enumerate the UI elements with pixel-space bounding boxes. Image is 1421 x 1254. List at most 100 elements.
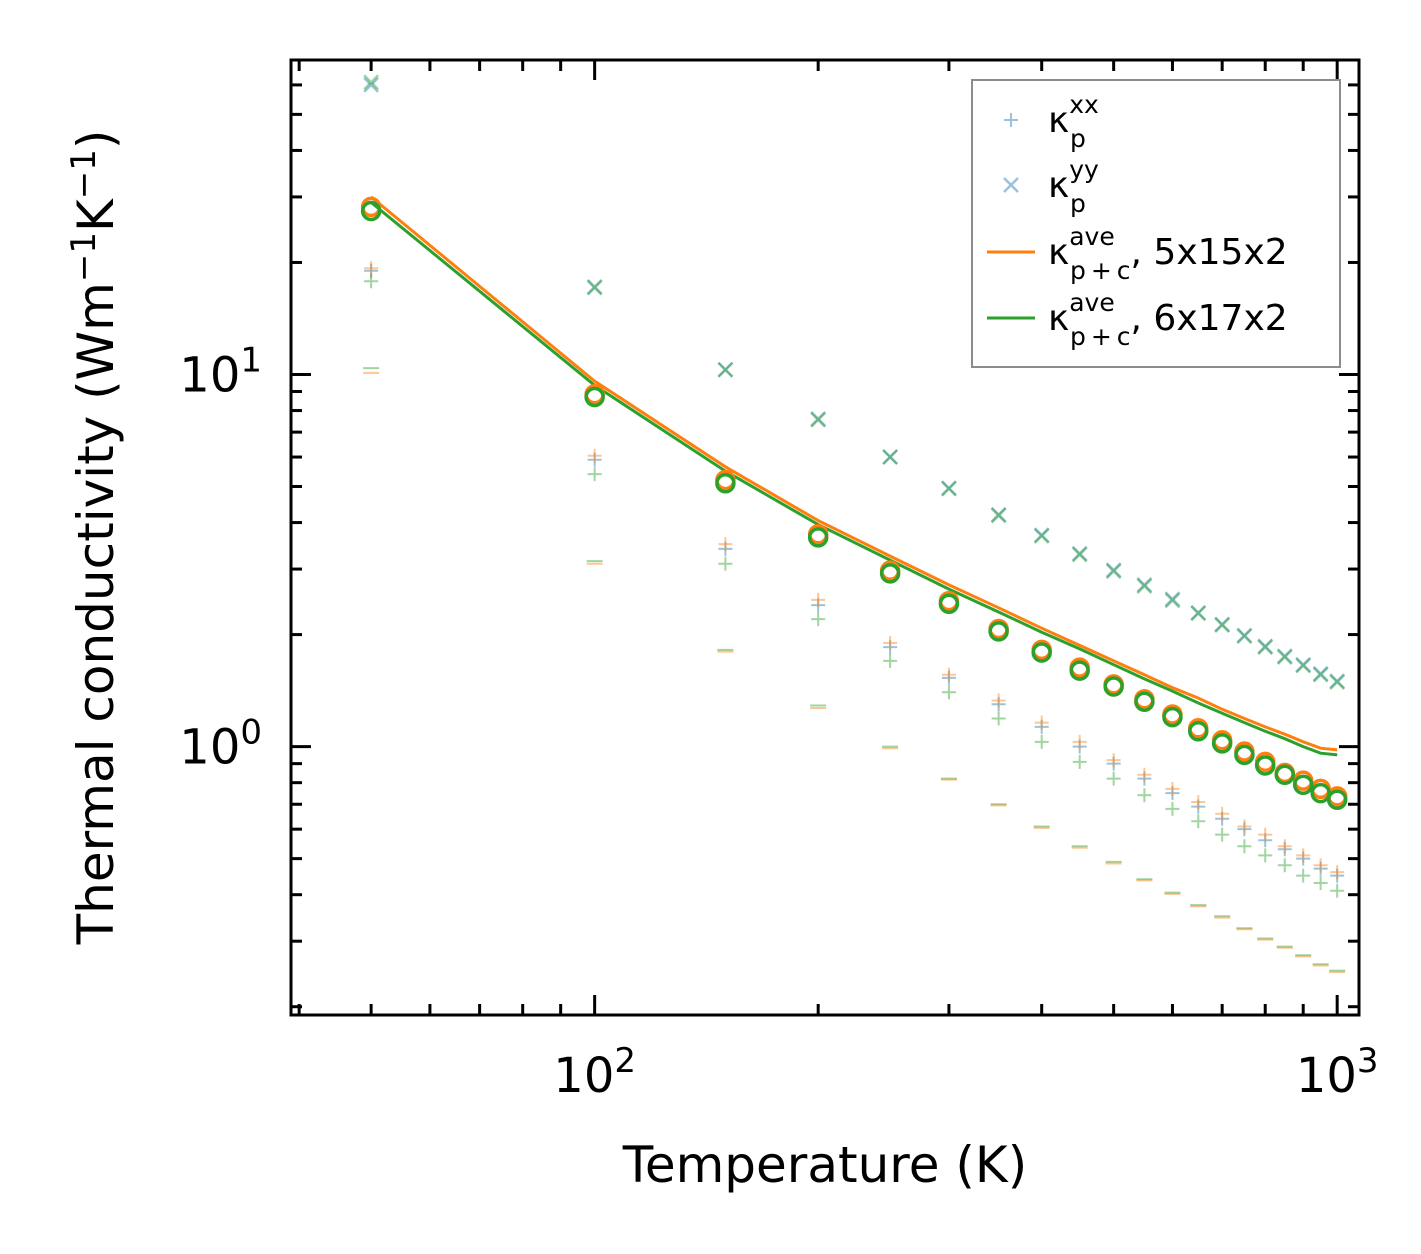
legend-entry-kappa_pc_ave_5x15x2: κave p + c, 5x15x2 (987, 222, 1288, 285)
data-point-kappa_p_xx_orange (1165, 781, 1180, 796)
data-point-kappa_p_yy (1329, 673, 1346, 689)
data-point-kappa_p_xx_green (364, 274, 379, 289)
data-point-kappa_p_xx_green (1237, 839, 1252, 854)
data-point-kappa_ave_circle_green (938, 593, 960, 615)
data-point-kappa_p_xx_green (1106, 771, 1121, 786)
data-point-kappa_ave_circle_green (1134, 691, 1155, 712)
data-point-kappa_p_yy (882, 449, 899, 465)
data-point-kappa_p_yy_green (882, 449, 899, 465)
data-point-kappa_p_yy_green (1312, 666, 1329, 683)
data-point-kappa_ave_circle_green (1274, 764, 1296, 786)
data-point-kappa_ave_circle_green (879, 563, 901, 584)
data-point-kappa_p_xx_orange (1191, 794, 1206, 809)
legend-label: κyy p (1048, 155, 1099, 218)
data-point-kappa_p_xx_green (1277, 858, 1292, 873)
series-line-kappa_pc_ave_5x15x2 (370, 195, 1338, 752)
data-point-kappa_ave_circle_green (1254, 755, 1276, 776)
data-point-kappa_p_xx (1137, 771, 1152, 786)
data-point-kappa_p_yy_green (717, 361, 734, 378)
x-axis-label: Temperature (K) (622, 1136, 1027, 1194)
data-point-kappa_p_xx_orange (587, 448, 602, 463)
data-point-kappa_p_xx_green (1072, 754, 1087, 769)
data-point-kappa_p_xx (1034, 719, 1049, 734)
legend-label: κxx p (1048, 90, 1099, 153)
series-kappa_p_xx_orange (364, 261, 1345, 880)
data-point-kappa_p_xx_orange (1296, 848, 1311, 863)
data-point-kappa_p_yy (1236, 627, 1253, 644)
data-point-kappa_p_yy_green (1190, 605, 1207, 622)
data-point-kappa_p_yy (1214, 616, 1231, 633)
x-tick-label: 103 (1296, 1041, 1379, 1104)
data-point-kappa_p_xx_orange (811, 592, 826, 607)
data-point-kappa_p_xx_orange (941, 667, 956, 682)
data-point-kappa_p_yy (941, 480, 957, 497)
data-point-kappa_p_yy_green (1105, 563, 1122, 580)
data-point-kappa_p_yy (1105, 562, 1122, 579)
data-point-kappa_p_yy (1312, 665, 1329, 682)
data-point-kappa_p_yy_green (1329, 674, 1346, 691)
data-point-kappa_p_xx (991, 697, 1006, 712)
data-point-kappa_p_yy (717, 361, 734, 378)
data-point-kappa_p_xx_orange (1313, 858, 1328, 873)
data-point-kappa_p_xx_green (1330, 883, 1345, 898)
data-point-kappa_ave_circle_green (807, 527, 829, 548)
data-point-kappa_p_yy_green (586, 279, 603, 296)
legend-entry-kappa_pc_ave_6x17x2: κave p + c, 6x17x2 (987, 288, 1288, 351)
data-point-kappa_p_yy (1033, 527, 1050, 544)
data-point-kappa_p_xx_green (587, 467, 602, 482)
series-kappa_c_orange (363, 371, 1346, 973)
data-point-kappa_p_xx_orange (883, 635, 898, 650)
series-kappa_ave_circle_green (360, 200, 1348, 810)
data-point-kappa_p_xx (1237, 822, 1252, 837)
data-point-kappa_p_yy (1164, 591, 1181, 608)
data-point-kappa_p_xx_green (1165, 801, 1180, 816)
data-point-kappa_ave_circle_green (1188, 720, 1209, 742)
data-point-kappa_p_xx (811, 598, 826, 613)
data-point-kappa_p_yy_green (363, 74, 380, 91)
data-point-kappa_p_xx (1277, 842, 1292, 857)
series-kappa_p_xx_green (364, 274, 1345, 898)
data-point-kappa_p_xx (364, 263, 379, 278)
data-point-kappa_ave_circle_green (715, 473, 736, 494)
legend-entry-kappa_p_xx: κxx p (1004, 90, 1099, 153)
data-point-kappa_p_yy_green (1136, 578, 1153, 594)
data-point-kappa_p_yy (1276, 648, 1293, 665)
x-tick-labels: 102 103 (553, 1041, 1378, 1104)
data-point-kappa_ave_circle_green (1211, 733, 1233, 754)
data-point-kappa_p_xx (718, 541, 733, 556)
series-kappa_p_yy (363, 77, 1346, 689)
data-point-kappa_p_xx_orange (1237, 819, 1252, 834)
series-line-kappa_pc_ave_6x17x2 (370, 201, 1338, 757)
data-point-kappa_p_yy_green (1033, 528, 1050, 544)
data-point-kappa_p_xx_orange (1277, 839, 1292, 854)
data-point-kappa_p_yy (810, 410, 827, 427)
data-point-kappa_p_xx_orange (1072, 734, 1087, 749)
data-point-kappa_p_xx_orange (1106, 753, 1121, 768)
data-point-kappa_p_yy_green (941, 480, 957, 497)
data-point-kappa_p_yy (1136, 577, 1153, 593)
data-point-kappa_p_xx (587, 452, 602, 467)
y-tick-label: 101 (179, 340, 262, 403)
data-point-kappa_p_xx (1106, 756, 1121, 771)
data-point-kappa_p_xx_green (1191, 814, 1206, 829)
series-kappa_pc_ave_6x17x2 (370, 201, 1338, 757)
data-point-kappa_p_yy_green (810, 412, 827, 428)
data-point-kappa_p_xx_green (991, 711, 1006, 726)
data-point-kappa_p_xx (1258, 833, 1273, 848)
data-point-kappa_p_yy_green (1071, 546, 1088, 563)
series-kappa_pc_ave_5x15x2 (370, 195, 1338, 752)
data-point-kappa_p_xx_green (811, 612, 826, 627)
legend-marker-swatch (1003, 177, 1019, 193)
legend-label: κave p + c, 5x15x2 (1048, 222, 1288, 285)
data-point-kappa_ave_circle_green (1103, 676, 1124, 697)
data-point-kappa_p_xx_orange (1137, 767, 1152, 782)
data-point-kappa_p_yy_green (1164, 592, 1181, 609)
data-point-kappa_p_yy (1071, 545, 1088, 562)
y-axis-label: Thermal conductivity (Wm−1K−1) (64, 130, 125, 946)
legend-marker-swatch (1004, 113, 1018, 127)
series-kappa_c_green (363, 367, 1346, 972)
data-point-kappa_p_xx_orange (364, 261, 379, 276)
data-point-kappa_p_yy_green (1295, 657, 1312, 674)
data-point-kappa_p_yy (1257, 638, 1274, 655)
